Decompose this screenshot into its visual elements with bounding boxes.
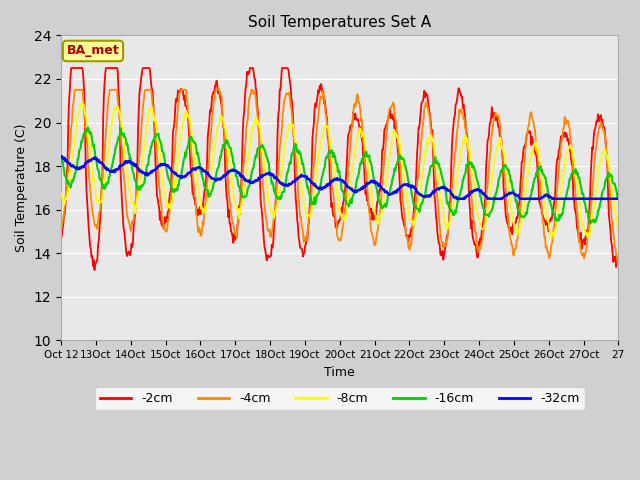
- Text: BA_met: BA_met: [67, 45, 119, 58]
- Legend: -2cm, -4cm, -8cm, -16cm, -32cm: -2cm, -4cm, -8cm, -16cm, -32cm: [95, 387, 584, 410]
- Title: Soil Temperatures Set A: Soil Temperatures Set A: [248, 15, 431, 30]
- X-axis label: Time: Time: [324, 366, 355, 379]
- Y-axis label: Soil Temperature (C): Soil Temperature (C): [15, 124, 28, 252]
